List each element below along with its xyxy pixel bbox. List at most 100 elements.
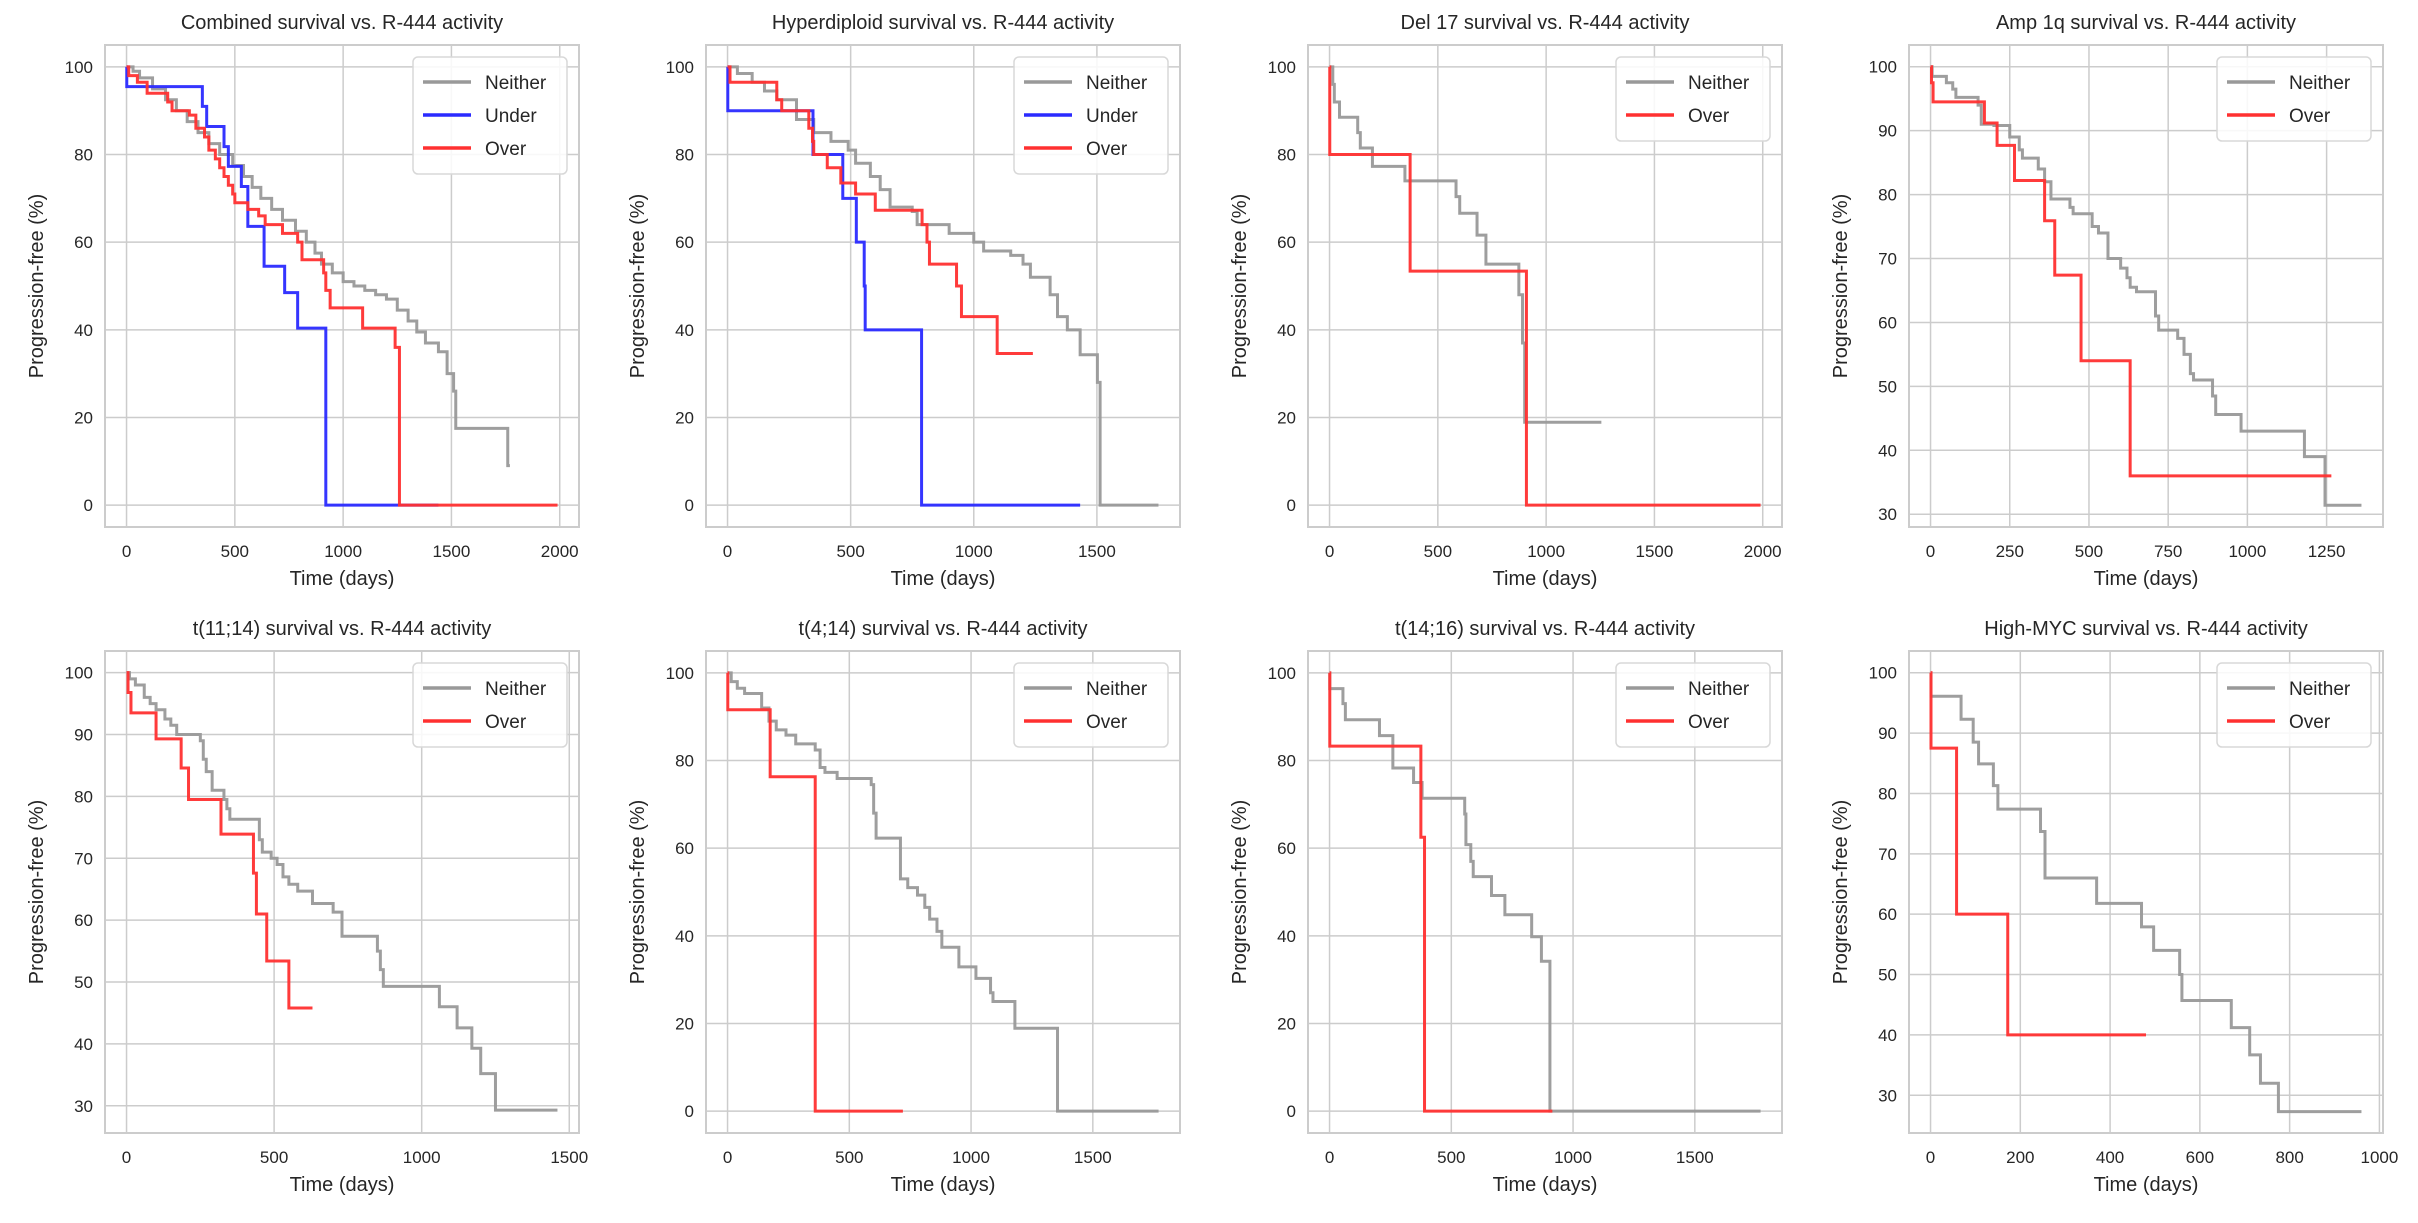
survival-curve-neither	[1329, 65, 1602, 424]
survival-curve-under	[125, 65, 439, 507]
y-axis-label: Progression-free (%)	[627, 800, 649, 985]
y-tick-label: 80	[1878, 186, 1897, 205]
y-tick-label: 40	[1878, 441, 1897, 460]
subplot-6: 0 500 1000 1500 0 20 40 60 80 100 t(4;14) survival…	[627, 618, 1181, 1196]
y-tick-label: 30	[74, 1097, 93, 1116]
x-tick-label: 500	[1437, 1148, 1465, 1167]
x-axis-label: Time (days)	[891, 568, 996, 590]
x-tick-label: 0	[1926, 542, 1935, 561]
subplot-1: 0 500 1000 1500 2000 0 20 40 60 80 100 Combined sur…	[26, 12, 580, 590]
legend: Neither Over	[2216, 662, 2372, 748]
legend-label: Neither	[1086, 679, 1148, 700]
x-tick-label: 0	[122, 1148, 131, 1167]
y-axis-label: Progression-free (%)	[1229, 800, 1251, 985]
x-tick-label: 1500	[1074, 1148, 1112, 1167]
legend-label: Over	[1688, 712, 1730, 733]
y-tick-label: 50	[74, 973, 93, 992]
subplot-3: 0 500 1000 1500 2000 0 20 40 60 80 100 Del 17 survi…	[1229, 12, 1783, 590]
y-tick-label: 100	[65, 58, 93, 77]
subplot-7: 0 500 1000 1500 0 20 40 60 80 100 t(14;16) surviva…	[1229, 618, 1783, 1196]
survival-curve-over	[126, 65, 558, 507]
legend-label: Over	[485, 139, 527, 160]
y-tick-label: 30	[1878, 505, 1897, 524]
x-tick-label: 1000	[1527, 542, 1565, 561]
x-tick-label: 1000	[1554, 1148, 1592, 1167]
x-axis-label: Time (days)	[1493, 568, 1598, 590]
legend-box	[412, 662, 568, 748]
subplot-title: High-MYC survival vs. R-444 activity	[1984, 618, 2307, 640]
legend-label: Over	[1086, 712, 1128, 733]
y-tick-label: 80	[1277, 752, 1296, 771]
y-axis-label: Progression-free (%)	[26, 194, 48, 379]
y-tick-label: 100	[65, 664, 93, 683]
x-tick-label: 2000	[541, 542, 579, 561]
y-tick-label: 0	[685, 496, 694, 515]
subplot-8: 0 200 400 600 800 1000 30 40 50 60 70 80 90 100 High-M…	[1830, 618, 2398, 1196]
y-tick-label: 20	[74, 408, 93, 427]
subplot-title: t(4;14) survival vs. R-444 activity	[799, 618, 1088, 640]
y-tick-label: 100	[666, 58, 694, 77]
y-tick-label: 30	[1878, 1086, 1897, 1105]
subplot-5: 0 500 1000 1500 30 40 50 60 70 80 90 100 t(11;14) su…	[26, 618, 588, 1196]
subplot-2: 0 500 1000 1500 0 20 40 60 80 100 Hyperdiploid sur…	[627, 12, 1181, 590]
survival-curve-over	[1328, 65, 1761, 507]
y-tick-label: 0	[1287, 496, 1296, 515]
x-tick-label: 1500	[433, 542, 471, 561]
legend-label: Over	[2289, 712, 2331, 733]
y-tick-label: 40	[1277, 321, 1296, 340]
y-tick-label: 40	[1878, 1026, 1897, 1045]
x-tick-label: 500	[260, 1148, 288, 1167]
axes-frame	[104, 44, 580, 528]
subplot-title: t(14;16) survival vs. R-444 activity	[1395, 618, 1695, 640]
x-tick-label: 0	[122, 542, 131, 561]
y-tick-label: 60	[675, 233, 694, 252]
legend-label: Neither	[1688, 73, 1750, 94]
x-axis-label: Time (days)	[2094, 568, 2199, 590]
survival-curve-over	[1929, 671, 2146, 1037]
legend: Neither Over	[1615, 56, 1771, 142]
survival-curve-over	[1930, 65, 2332, 478]
axes-frame	[705, 44, 1181, 528]
legend-label: Neither	[2289, 73, 2351, 94]
y-tick-label: 70	[74, 849, 93, 868]
legend-box	[1013, 662, 1169, 748]
legend-box	[2216, 662, 2372, 748]
y-tick-label: 20	[675, 1014, 694, 1033]
legend: Neither Under Over	[412, 56, 568, 175]
legend-box	[412, 56, 568, 175]
legend-box	[1615, 56, 1771, 142]
x-tick-label: 200	[2006, 1148, 2034, 1167]
x-tick-label: 0	[723, 1148, 732, 1167]
y-tick-label: 90	[74, 726, 93, 745]
x-axis-label: Time (days)	[891, 1174, 996, 1196]
x-tick-label: 1000	[324, 542, 362, 561]
y-axis-label: Progression-free (%)	[1229, 194, 1251, 379]
legend-label: Over	[485, 712, 527, 733]
y-tick-label: 0	[1287, 1102, 1296, 1121]
y-tick-label: 90	[1878, 724, 1897, 743]
legend-label: Over	[1688, 106, 1730, 127]
x-axis-label: Time (days)	[290, 568, 395, 590]
axes-frame	[1307, 650, 1783, 1134]
y-tick-label: 40	[1277, 927, 1296, 946]
y-tick-label: 100	[1268, 58, 1296, 77]
legend-label: Over	[1086, 139, 1128, 160]
y-tick-label: 40	[74, 1035, 93, 1054]
x-axis-label: Time (days)	[2094, 1174, 2199, 1196]
legend-label: Under	[1086, 106, 1138, 127]
legend-label: Neither	[1688, 679, 1750, 700]
x-tick-label: 1500	[1636, 542, 1674, 561]
x-tick-label: 1000	[955, 542, 993, 561]
y-tick-label: 80	[1878, 784, 1897, 803]
survival-curve-under	[726, 65, 1081, 507]
legend-label: Neither	[485, 73, 547, 94]
axes-frame	[104, 650, 580, 1134]
x-tick-label: 1500	[1078, 542, 1116, 561]
axes-frame	[1908, 44, 2384, 528]
y-tick-label: 20	[1277, 1014, 1296, 1033]
y-tick-label: 40	[74, 321, 93, 340]
y-tick-label: 70	[1878, 845, 1897, 864]
x-tick-label: 0	[723, 542, 732, 561]
x-tick-label: 250	[1996, 542, 2024, 561]
